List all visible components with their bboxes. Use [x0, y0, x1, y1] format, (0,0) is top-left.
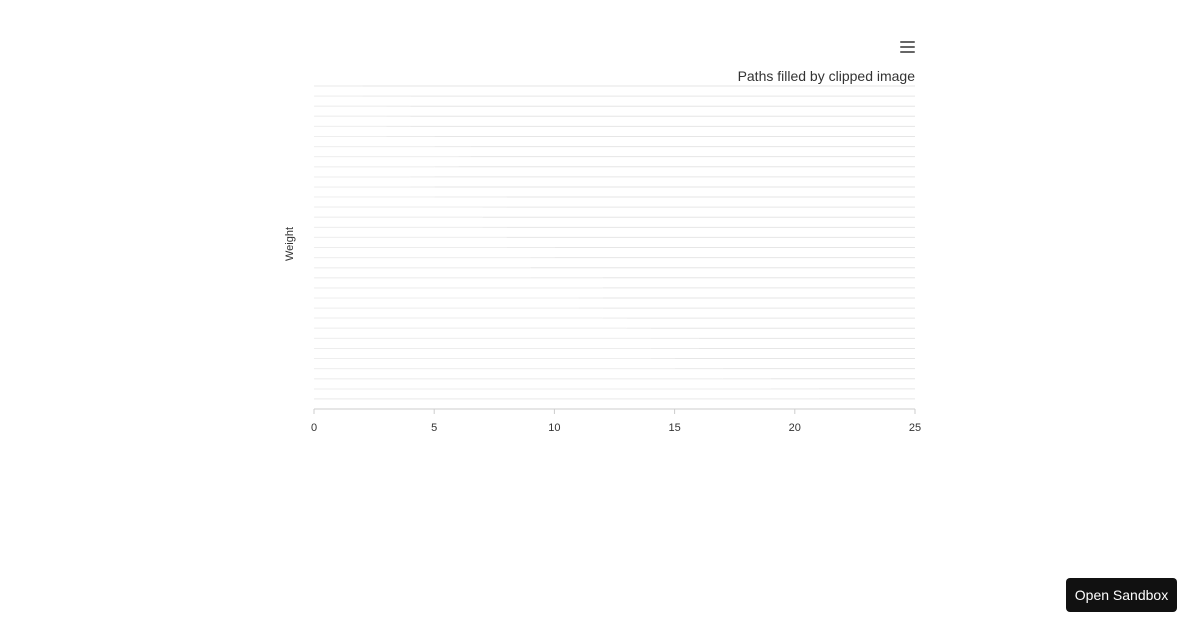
bar[interactable]	[313, 388, 820, 400]
bar[interactable]	[313, 227, 507, 238]
bar[interactable]	[313, 277, 603, 289]
path-pink	[350, 300, 465, 409]
bar[interactable]	[313, 166, 435, 178]
gridlines	[314, 85, 915, 410]
bar[interactable]	[313, 358, 675, 369]
x-tick-label: 20	[789, 422, 801, 434]
x-tick-label: 15	[668, 422, 680, 434]
bar[interactable]	[313, 146, 471, 157]
x-tick-label: 0	[311, 422, 317, 434]
bar[interactable]	[313, 267, 531, 279]
x-tick-label: 10	[548, 422, 560, 434]
bar[interactable]	[313, 216, 483, 228]
bar[interactable]	[313, 338, 699, 349]
bar[interactable]	[313, 237, 507, 248]
y-axis-label: Weight	[284, 226, 296, 262]
bar[interactable]	[313, 378, 772, 390]
x-tick-label: 25	[909, 422, 921, 434]
bar[interactable]	[313, 348, 651, 359]
bar[interactable]	[313, 105, 387, 117]
bar[interactable]	[313, 136, 435, 147]
bar[interactable]	[313, 368, 723, 379]
bar[interactable]	[313, 186, 435, 198]
path-far-right-blue	[760, 380, 915, 409]
bar[interactable]	[313, 206, 483, 218]
x-ticks: 0 5 10 15 20 25	[311, 409, 921, 434]
bar[interactable]	[313, 126, 387, 137]
bar[interactable]	[313, 116, 411, 127]
bar[interactable]	[313, 307, 603, 319]
bar[interactable]	[313, 297, 579, 309]
bar[interactable]	[313, 196, 507, 208]
path-red-right	[580, 300, 650, 409]
bar[interactable]	[313, 247, 555, 258]
open-sandbox-button[interactable]: Open Sandbox	[1066, 578, 1177, 612]
bar[interactable]	[313, 287, 603, 299]
bar[interactable]	[313, 85, 363, 97]
bar[interactable]	[313, 328, 651, 339]
bar[interactable]	[313, 257, 531, 268]
bar-outlines	[313, 85, 820, 400]
path-purple-right	[632, 330, 720, 409]
bar[interactable]	[313, 176, 411, 188]
x-tick-label: 5	[431, 422, 437, 434]
bar[interactable]	[313, 95, 411, 107]
bar[interactable]	[313, 156, 459, 167]
hamburger-menu-icon[interactable]	[896, 36, 920, 58]
bar[interactable]	[313, 317, 627, 329]
path-green-dark	[314, 180, 460, 409]
path-blue-mid	[560, 300, 620, 360]
chart-title: Paths filled by clipped image	[737, 68, 915, 84]
